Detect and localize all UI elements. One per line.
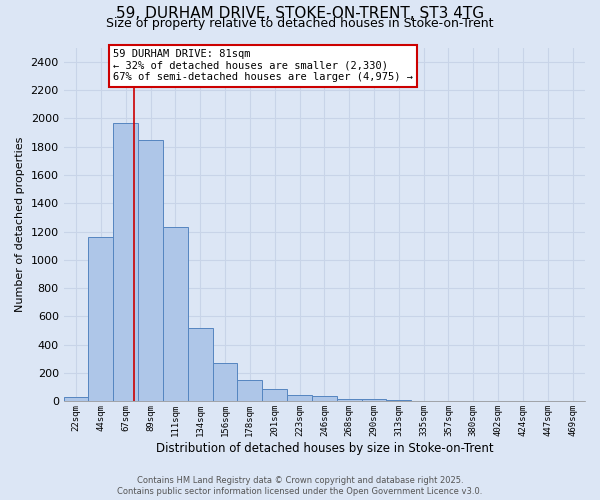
Bar — [113, 122, 138, 402]
Bar — [138, 140, 163, 402]
Bar — [337, 398, 362, 402]
Bar — [262, 388, 287, 402]
Bar — [511, 400, 535, 402]
Bar — [238, 380, 262, 402]
Y-axis label: Number of detached properties: Number of detached properties — [15, 137, 25, 312]
Bar — [163, 228, 188, 402]
Bar — [64, 397, 88, 402]
Text: 59 DURHAM DRIVE: 81sqm
← 32% of detached houses are smaller (2,330)
67% of semi-: 59 DURHAM DRIVE: 81sqm ← 32% of detached… — [113, 50, 413, 82]
Bar — [362, 400, 386, 402]
Bar — [287, 395, 312, 402]
Bar — [436, 400, 461, 402]
Text: 59, DURHAM DRIVE, STOKE-ON-TRENT, ST3 4TG: 59, DURHAM DRIVE, STOKE-ON-TRENT, ST3 4T… — [116, 6, 484, 20]
Bar — [212, 363, 238, 402]
Bar — [485, 400, 511, 402]
Bar — [188, 328, 212, 402]
Bar — [560, 400, 585, 402]
Text: Size of property relative to detached houses in Stoke-on-Trent: Size of property relative to detached ho… — [106, 18, 494, 30]
Bar — [461, 400, 485, 402]
Bar — [386, 400, 411, 402]
Bar — [88, 237, 113, 402]
Text: Contains HM Land Registry data © Crown copyright and database right 2025.
Contai: Contains HM Land Registry data © Crown c… — [118, 476, 482, 496]
Bar — [411, 400, 436, 402]
X-axis label: Distribution of detached houses by size in Stoke-on-Trent: Distribution of detached houses by size … — [155, 442, 493, 455]
Bar — [535, 400, 560, 402]
Bar — [312, 396, 337, 402]
